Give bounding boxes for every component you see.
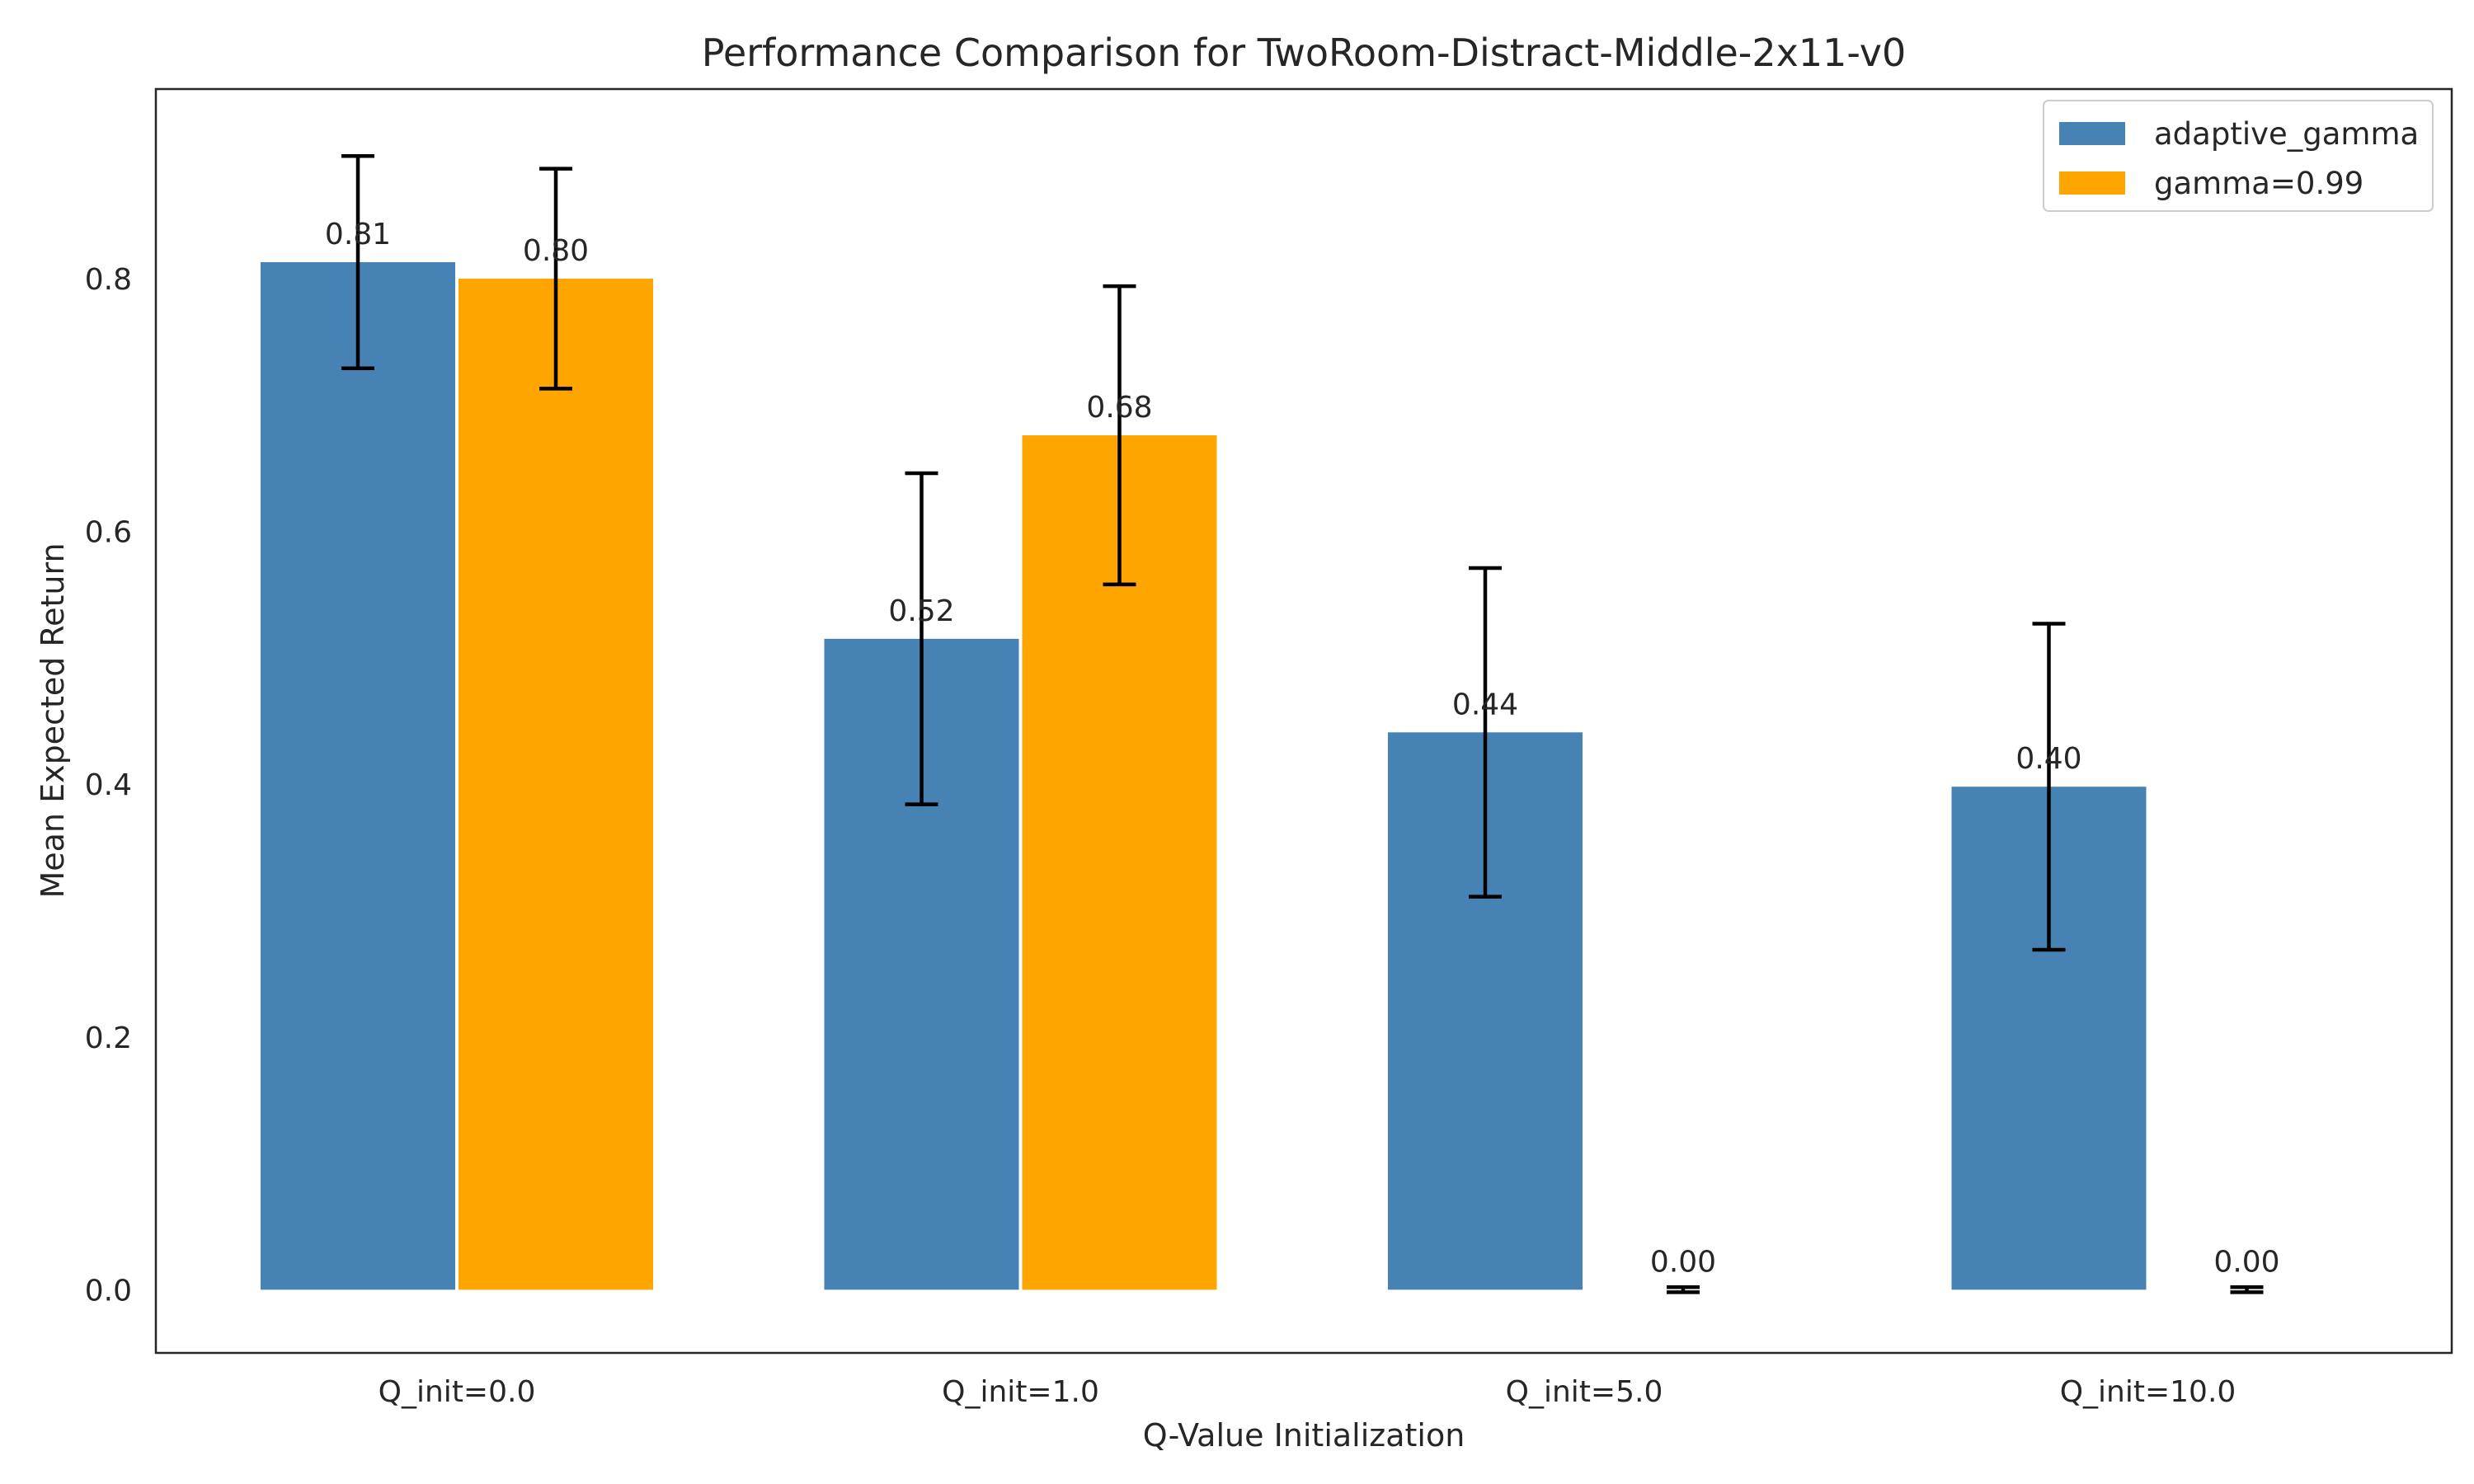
legend-frame bbox=[2043, 100, 2434, 212]
y-axis-label: Mean Expected Return bbox=[35, 542, 71, 898]
bar-gamma=0.99-0 bbox=[459, 278, 653, 1290]
value-label-gamma=0.99-2: 0.00 bbox=[1650, 1245, 1716, 1279]
x-tick-label-3: Q_init=10.0 bbox=[2060, 1375, 2236, 1409]
legend-swatch-gamma=0.99 bbox=[2059, 171, 2125, 195]
y-tick-label-2: 0.4 bbox=[85, 768, 132, 802]
bars-layer bbox=[261, 262, 2345, 1290]
y-tick-label-4: 0.8 bbox=[85, 263, 132, 297]
legend-label-gamma=0.99: gamma=0.99 bbox=[2154, 166, 2363, 201]
value-labels-layer: 0.81 0.52 0.44 0.40 0.80 0.68 0.00 0.00 bbox=[325, 218, 2280, 1279]
x-tick-label-1: Q_init=1.0 bbox=[942, 1375, 1099, 1409]
value-label-adaptive_gamma-2: 0.44 bbox=[1452, 688, 1518, 721]
y-axis-ticks: 0.0 0.2 0.4 0.6 0.8 bbox=[85, 263, 132, 1308]
y-tick-label-1: 0.2 bbox=[85, 1021, 132, 1055]
value-label-gamma=0.99-1: 0.68 bbox=[1086, 391, 1152, 425]
x-tick-label-0: Q_init=0.0 bbox=[379, 1375, 536, 1409]
legend-label-adaptive_gamma: adaptive_gamma bbox=[2154, 116, 2419, 152]
chart-title: Performance Comparison for TwoRoom-Distr… bbox=[702, 31, 1907, 75]
value-label-gamma=0.99-0: 0.80 bbox=[523, 234, 589, 268]
legend: adaptive_gamma gamma=0.99 bbox=[2043, 100, 2434, 212]
bar-adaptive_gamma-0 bbox=[261, 262, 455, 1290]
x-axis-label: Q-Value Initialization bbox=[1143, 1417, 1465, 1453]
x-tick-label-2: Q_init=5.0 bbox=[1506, 1375, 1663, 1409]
value-label-adaptive_gamma-1: 0.52 bbox=[888, 594, 954, 628]
value-label-adaptive_gamma-3: 0.40 bbox=[2015, 742, 2081, 776]
value-label-gamma=0.99-3: 0.00 bbox=[2213, 1245, 2279, 1279]
x-axis-ticks: Q_init=0.0 Q_init=1.0 Q_init=5.0 Q_init=10.… bbox=[379, 1375, 2236, 1409]
value-label-adaptive_gamma-0: 0.81 bbox=[325, 218, 391, 251]
y-tick-label-0: 0.0 bbox=[85, 1274, 132, 1308]
error-bars-layer bbox=[341, 153, 2264, 1294]
plot-area bbox=[154, 87, 2453, 1355]
y-tick-label-3: 0.6 bbox=[85, 516, 132, 550]
legend-swatch-adaptive_gamma bbox=[2059, 122, 2125, 145]
